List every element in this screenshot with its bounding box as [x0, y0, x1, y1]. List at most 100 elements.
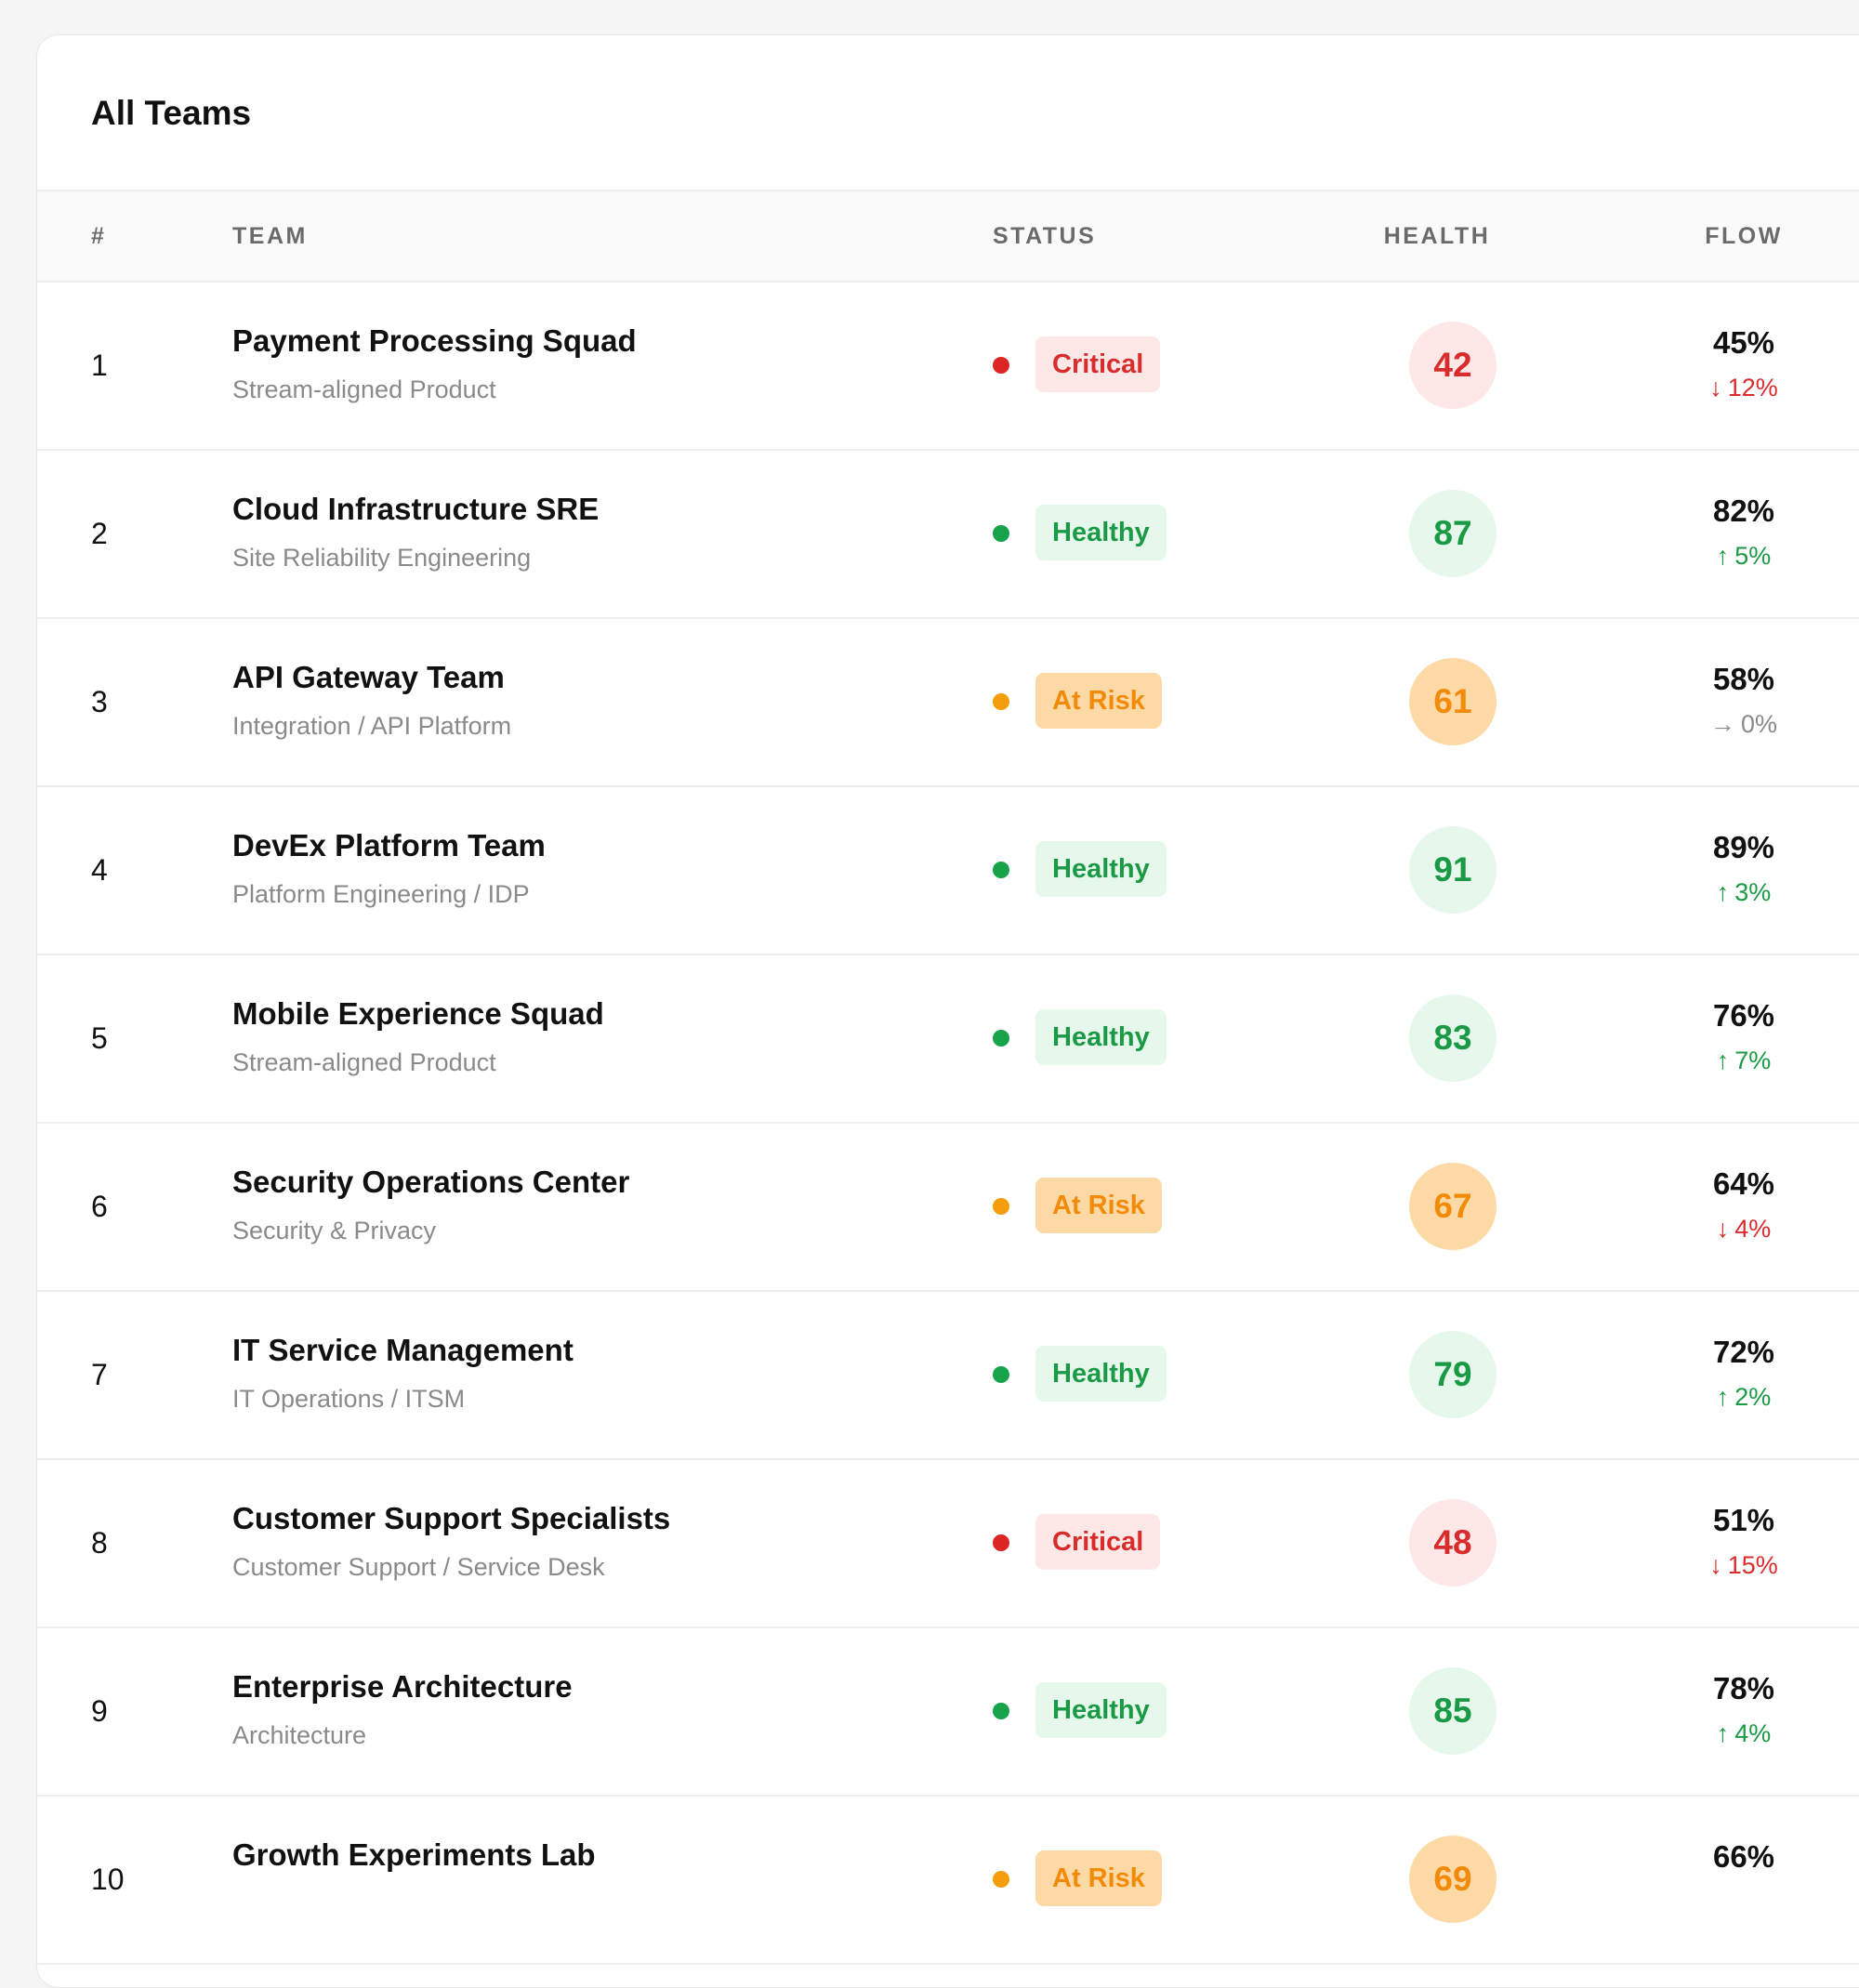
- flow-value: 89%: [1712, 830, 1775, 864]
- flow-value: 45%: [1712, 325, 1775, 360]
- team-name[interactable]: Mobile Experience Squad: [232, 996, 604, 1031]
- team-name[interactable]: DevEx Platform Team: [232, 828, 546, 862]
- flow-delta: ↑ 3%: [1679, 878, 1809, 907]
- table-row[interactable]: 5 Mobile Experience Squad Stream-aligned P…: [37, 955, 1859, 1124]
- health-score: 91: [1409, 826, 1496, 914]
- flow-delta: ↑ 4%: [1679, 1719, 1809, 1748]
- status-dot: [993, 1030, 1009, 1047]
- flow-delta: ↓ 12%: [1679, 374, 1809, 402]
- health-score: 85: [1409, 1667, 1496, 1755]
- status-badge: Healthy: [1035, 1682, 1167, 1738]
- arrow-up-icon: ↑: [1716, 878, 1730, 906]
- status-badge: At Risk: [1035, 673, 1162, 729]
- status-dot: [993, 1534, 1009, 1551]
- team-name[interactable]: Payment Processing Squad: [232, 323, 637, 358]
- table-row[interactable]: 3 API Gateway Team Integration / API Platf…: [37, 619, 1859, 787]
- teams-card: All Teams # TEAM STATUS HEALTH FLOW 1 Pay…: [36, 34, 1859, 1988]
- flow-delta-value: 3%: [1734, 878, 1772, 906]
- column-header-flow[interactable]: FLOW: [1705, 223, 1783, 249]
- row-number: 5: [91, 1021, 108, 1055]
- flow-delta: ↑ 7%: [1679, 1047, 1809, 1075]
- flow-delta: → 0%: [1679, 710, 1809, 739]
- card-header: All Teams: [37, 35, 1859, 191]
- health-score: 83: [1409, 994, 1496, 1082]
- table-body: 1 Payment Processing Squad Stream-aligned …: [37, 283, 1859, 1965]
- status-badge: At Risk: [1035, 1850, 1162, 1906]
- status-dot: [993, 693, 1009, 710]
- table-row[interactable]: 8 Customer Support Specialists Customer Su…: [37, 1460, 1859, 1628]
- table-row[interactable]: 1 Payment Processing Squad Stream-aligned …: [37, 283, 1859, 451]
- flow-value: 78%: [1712, 1671, 1775, 1705]
- status-dot: [993, 525, 1009, 542]
- team-type: Security & Privacy: [232, 1217, 437, 1244]
- team-name[interactable]: Enterprise Architecture: [232, 1669, 573, 1704]
- flow-delta-value: 2%: [1734, 1383, 1772, 1411]
- column-header-status[interactable]: STATUS: [993, 223, 1097, 249]
- flow-delta: ↑ 5%: [1679, 542, 1809, 571]
- flow-delta-value: 0%: [1740, 710, 1778, 738]
- arrow-up-icon: ↑: [1716, 542, 1730, 570]
- row-number: 9: [91, 1694, 108, 1728]
- status-badge: At Risk: [1035, 1178, 1162, 1233]
- status-dot: [993, 1366, 1009, 1383]
- row-number: 6: [91, 1190, 108, 1223]
- row-number: 3: [91, 685, 108, 718]
- arrow-down-icon: ↓: [1709, 1551, 1722, 1579]
- flow-value: 58%: [1712, 662, 1775, 696]
- team-type: Site Reliability Engineering: [232, 544, 532, 572]
- row-number: 4: [91, 853, 108, 887]
- status-dot: [993, 357, 1009, 374]
- row-number: 8: [91, 1526, 108, 1560]
- table-row[interactable]: 6 Security Operations Center Security & Pr…: [37, 1124, 1859, 1292]
- flow-delta: ↓ 4%: [1679, 1215, 1809, 1244]
- table-title: All Teams: [91, 94, 252, 132]
- team-name[interactable]: API Gateway Team: [232, 660, 505, 694]
- health-score: 79: [1409, 1331, 1496, 1418]
- status-badge: Healthy: [1035, 1346, 1167, 1402]
- flow-delta-value: 7%: [1734, 1047, 1772, 1074]
- team-type: IT Operations / ITSM: [232, 1385, 466, 1413]
- status-dot: [993, 1198, 1009, 1215]
- column-header-health[interactable]: HEALTH: [1383, 223, 1491, 249]
- team-name[interactable]: Cloud Infrastructure SRE: [232, 492, 600, 526]
- column-header-number[interactable]: #: [91, 223, 107, 249]
- status-dot: [993, 1703, 1009, 1719]
- column-header-team[interactable]: TEAM: [232, 223, 308, 249]
- team-name[interactable]: Security Operations Center: [232, 1165, 630, 1199]
- team-type: Stream-aligned Product: [232, 375, 496, 403]
- flow-value: 76%: [1712, 998, 1775, 1033]
- row-number: 7: [91, 1358, 108, 1391]
- team-type: Stream-aligned Product: [232, 1048, 496, 1076]
- health-score: 69: [1409, 1836, 1496, 1923]
- arrow-up-icon: ↑: [1716, 1719, 1730, 1747]
- table-row[interactable]: 2 Cloud Infrastructure SRE Site Reliabilit…: [37, 451, 1859, 619]
- team-type: Customer Support / Service Desk: [232, 1553, 605, 1581]
- arrow-down-icon: ↓: [1709, 374, 1722, 402]
- flow-value: 72%: [1712, 1335, 1775, 1369]
- status-badge: Healthy: [1035, 841, 1167, 897]
- table-row[interactable]: 4 DevEx Platform Team Platform Engineering…: [37, 787, 1859, 955]
- flow-delta: ↑ 2%: [1679, 1383, 1809, 1412]
- status-dot: [993, 1871, 1009, 1888]
- team-name[interactable]: IT Service Management: [232, 1333, 574, 1367]
- table-row[interactable]: 7 IT Service Management IT Operations / IT…: [37, 1292, 1859, 1460]
- table-row[interactable]: 9 Enterprise Architecture Architecture Heal…: [37, 1628, 1859, 1797]
- row-number: 2: [91, 517, 108, 550]
- health-score: 42: [1409, 322, 1496, 409]
- flow-value: 66%: [1712, 1839, 1775, 1874]
- status-badge: Healthy: [1035, 1009, 1167, 1065]
- arrow-right-icon: →: [1709, 710, 1735, 738]
- row-number: 1: [91, 349, 108, 382]
- arrow-up-icon: ↑: [1716, 1047, 1730, 1074]
- flow-delta-value: 4%: [1734, 1719, 1772, 1747]
- team-name[interactable]: Growth Experiments Lab: [232, 1837, 596, 1872]
- health-score: 61: [1409, 658, 1496, 745]
- health-score: 48: [1409, 1499, 1496, 1586]
- arrow-up-icon: ↑: [1716, 1383, 1730, 1411]
- table-row[interactable]: 10 Growth Experiments Lab At Risk 69 66%: [37, 1797, 1859, 1965]
- status-badge: Healthy: [1035, 505, 1167, 560]
- status-badge: Critical: [1035, 336, 1161, 392]
- team-name[interactable]: Customer Support Specialists: [232, 1501, 671, 1535]
- flow-delta-value: 4%: [1734, 1215, 1772, 1243]
- flow-value: 82%: [1712, 494, 1775, 528]
